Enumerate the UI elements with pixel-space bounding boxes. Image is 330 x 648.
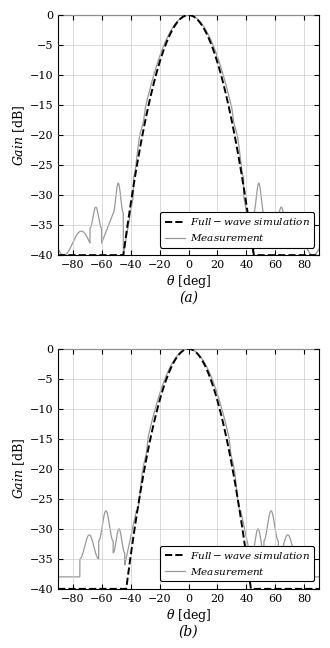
Y-axis label: $\mathit{Gain}\ \mathrm{[dB]}$: $\mathit{Gain}\ \mathrm{[dB]}$ — [11, 438, 27, 500]
X-axis label: $\theta\ \mathrm{[deg]}$: $\theta\ \mathrm{[deg]}$ — [166, 607, 211, 623]
Y-axis label: $\mathit{Gain}\ \mathrm{[dB]}$: $\mathit{Gain}\ \mathrm{[dB]}$ — [11, 104, 27, 166]
Legend: $Full-wave\ simulation$, $Measurement$: $Full-wave\ simulation$, $Measurement$ — [160, 212, 314, 248]
Text: (a): (a) — [179, 291, 198, 305]
Text: (b): (b) — [179, 625, 198, 639]
Legend: $Full-wave\ simulation$, $Measurement$: $Full-wave\ simulation$, $Measurement$ — [160, 546, 314, 581]
X-axis label: $\theta\ \mathrm{[deg]}$: $\theta\ \mathrm{[deg]}$ — [166, 273, 211, 290]
